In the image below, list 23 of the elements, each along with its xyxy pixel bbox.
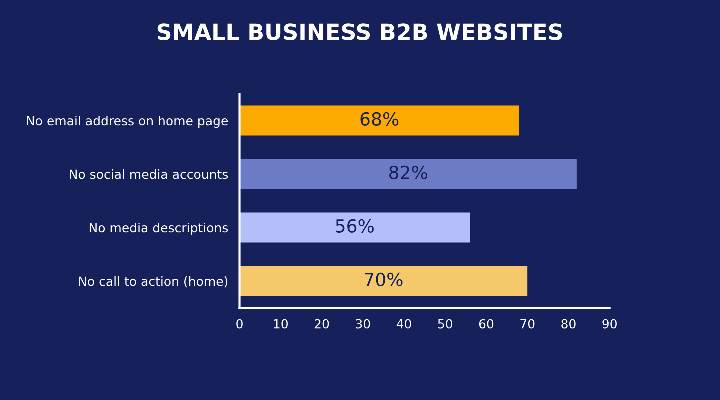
chart-title: SMALL BUSINESS B2B WEBSITES — [158, 24, 562, 40]
x-tick-label: 90 — [602, 319, 617, 329]
x-tick-label: 40 — [396, 319, 412, 329]
x-tick-label: 30 — [356, 319, 370, 329]
y-tick-label: No social media accounts — [70, 170, 228, 180]
x-tick-label: 20 — [314, 319, 330, 329]
y-tick-label: No media descriptions — [90, 223, 228, 236]
data-label: 56% — [336, 219, 374, 233]
x-tick-label: 10 — [274, 319, 288, 329]
data-label: 70% — [365, 272, 403, 286]
x-tick-label: 50 — [438, 319, 452, 329]
x-tick-label: 70 — [520, 319, 535, 329]
bar — [240, 212, 470, 243]
x-tick-label: 80 — [562, 319, 576, 329]
y-tick-label: No call to action (home) — [79, 276, 228, 288]
x-tick-label: 0 — [236, 319, 243, 329]
x-tick-label: 60 — [479, 319, 494, 329]
bar — [240, 159, 577, 190]
data-label: 82% — [390, 166, 428, 180]
data-label: 68% — [360, 112, 399, 126]
bar — [240, 266, 528, 296]
bar — [240, 106, 520, 136]
y-tick-label: No email address on home page — [27, 116, 228, 128]
